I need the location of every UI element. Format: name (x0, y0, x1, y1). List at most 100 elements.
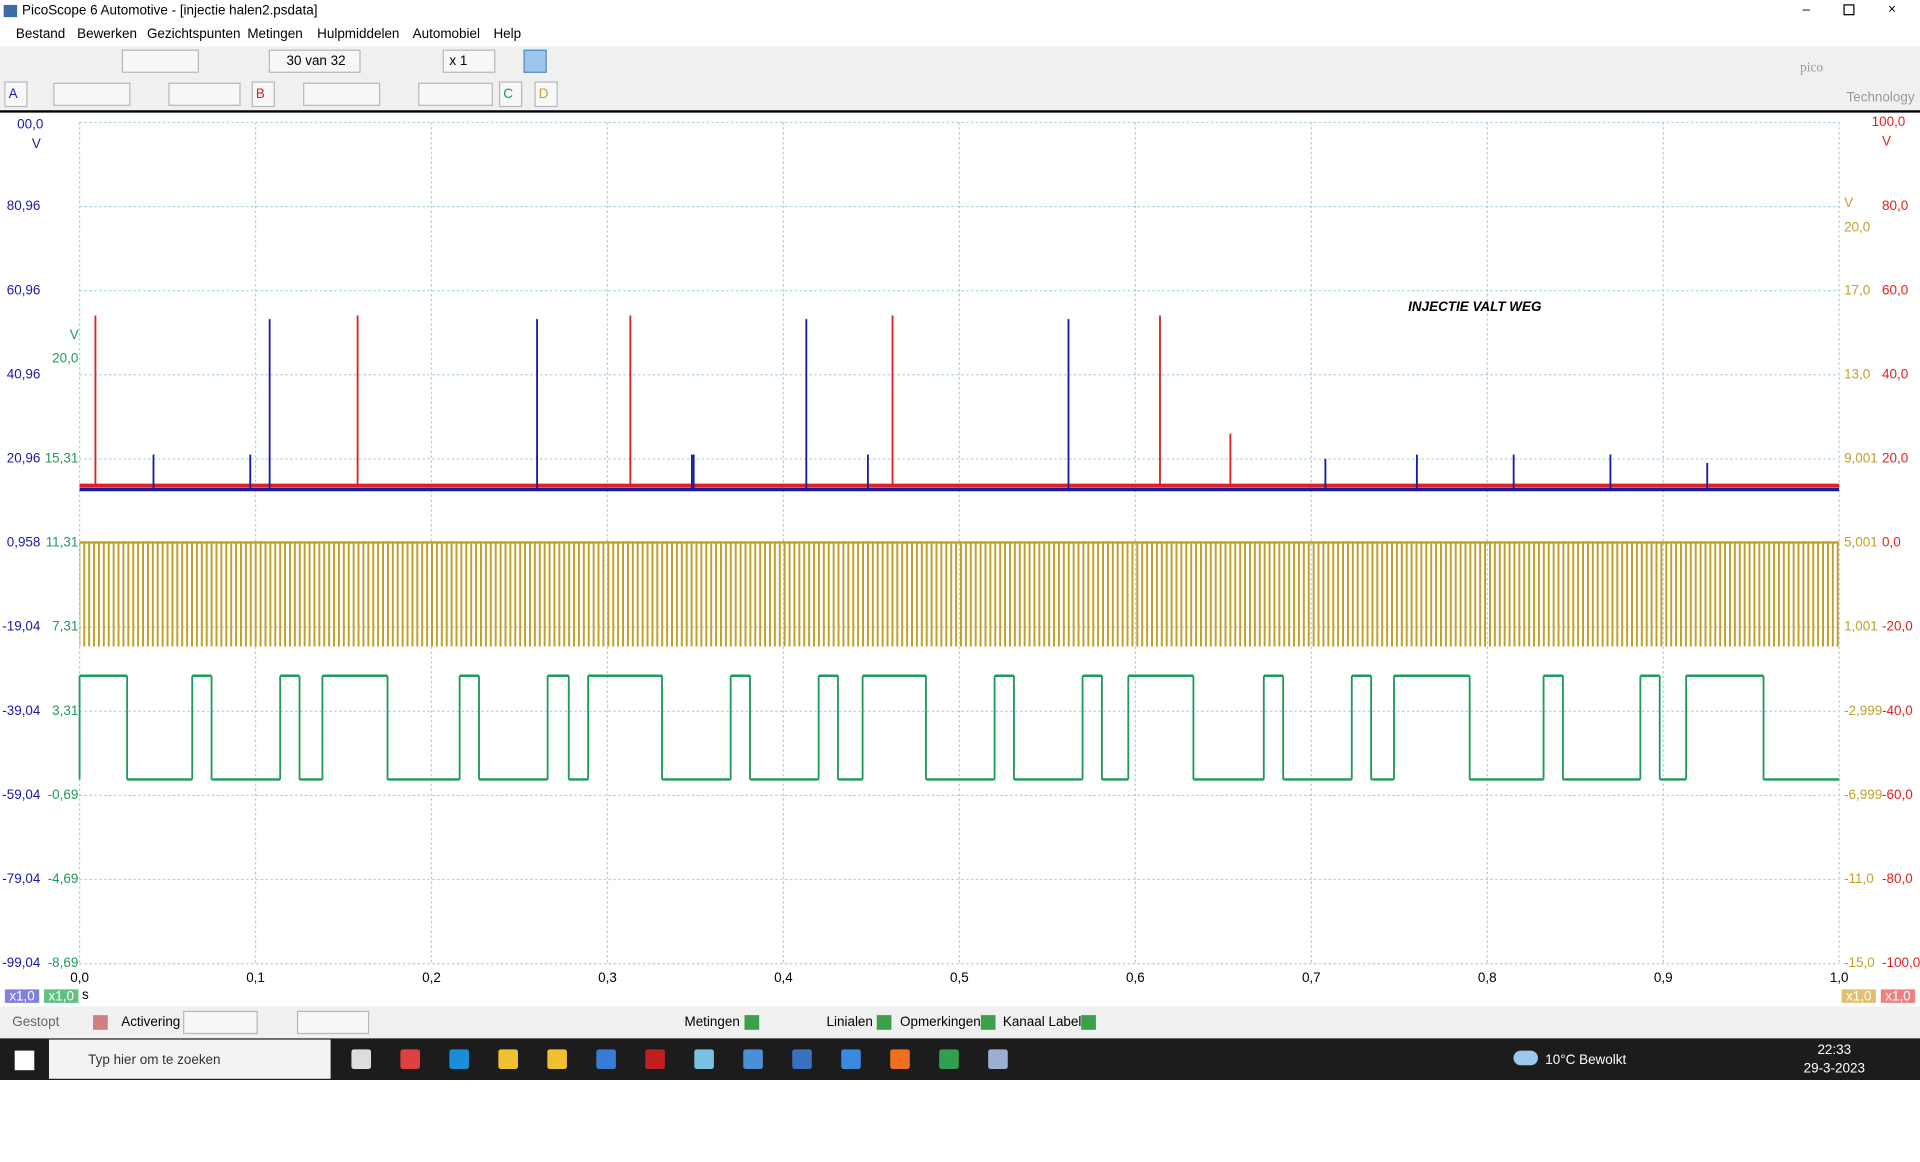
taskbar-icon[interactable] (400, 1049, 420, 1069)
y-tick-label: 20,0 (1882, 451, 1908, 466)
taskbar-icon[interactable] (694, 1049, 714, 1069)
y-tick-label: -99,04 (2, 955, 41, 970)
menu-item[interactable]: Bewerken (77, 26, 137, 41)
y-tick-label: 9,001 (1844, 451, 1878, 466)
menu-item[interactable]: Automobiel (413, 26, 480, 41)
y-tick-label: 3,31 (52, 703, 78, 718)
y-tick-label: 0,0 (1882, 535, 1901, 550)
y-tick-label: -15,0 (1844, 955, 1875, 970)
taskbar-icon[interactable] (792, 1049, 812, 1069)
taskbar-icon[interactable] (841, 1049, 861, 1069)
menu-item[interactable]: Bestand (16, 26, 65, 41)
y-tick-label: -80,0 (1882, 871, 1913, 886)
taskbar-icon[interactable] (939, 1049, 959, 1069)
axis-unit: V (1844, 195, 1853, 210)
taskbar-icon[interactable] (988, 1049, 1008, 1069)
y-tick-label: -19,04 (2, 619, 41, 634)
y-tick-label: -100,0 (1882, 955, 1920, 970)
y-tick-label: 7,31 (52, 619, 78, 634)
y-tick-label: -4,69 (48, 871, 79, 886)
channel-label: B (256, 86, 265, 101)
app-icon (4, 5, 17, 17)
y-tick-label: 13,0 (1844, 366, 1870, 381)
taskbar-icon[interactable] (351, 1049, 371, 1069)
zoom-label: x 1 (449, 53, 467, 68)
y-tick-label: 5,001 (1844, 535, 1878, 550)
y-tick-label: 11,31 (46, 535, 79, 550)
menu-item[interactable]: Metingen (247, 26, 302, 41)
scale-badge-label: x1,0 (1885, 988, 1910, 1003)
rulers-label: Linialen (827, 1014, 873, 1029)
x-tick-label: 0,2 (422, 970, 441, 985)
axis-top: 00,0 (17, 116, 43, 131)
dropdown[interactable] (54, 83, 130, 105)
y-tick-label: -2,999 (1844, 703, 1882, 718)
dropdown[interactable] (304, 83, 380, 105)
toggle[interactable] (744, 1015, 759, 1030)
x-tick-label: 0,9 (1654, 970, 1673, 985)
y-tick-label: -0,69 (48, 787, 79, 802)
annotation: INJECTIE VALT WEG (1408, 299, 1542, 314)
trigger-label: Activering (121, 1014, 180, 1029)
y-tick-label: 15,31 (45, 451, 79, 466)
dropdown[interactable] (298, 1011, 369, 1033)
toggle[interactable] (877, 1015, 892, 1030)
x-unit: s (82, 987, 89, 1002)
x-tick-label: 0,3 (598, 970, 617, 985)
taskbar-icon[interactable] (645, 1049, 665, 1069)
menu-item[interactable]: Hulpmiddelen (317, 26, 399, 41)
y-tick-label: 1,001 (1844, 619, 1878, 634)
clock-date: 29-3-2023 (1804, 1061, 1865, 1076)
y-tick-label: -39,04 (2, 703, 41, 718)
y-tick-label: 60,96 (7, 282, 41, 297)
dropdown[interactable] (122, 50, 198, 72)
y-tick-label: -60,0 (1882, 787, 1913, 802)
x-tick-label: 0,5 (950, 970, 969, 985)
y-tick-label: -8,69 (48, 955, 79, 970)
labels-label: Kanaal Labels (1003, 1014, 1089, 1029)
x-tick-label: 0,0 (70, 970, 89, 985)
taskbar-icon[interactable] (743, 1049, 763, 1069)
taskbar-icon[interactable] (890, 1049, 910, 1069)
y-tick-label: 40,0 (1882, 366, 1908, 381)
minimize[interactable]: – (1802, 1, 1810, 16)
menu-item[interactable]: Help (493, 26, 521, 41)
toggle[interactable] (1081, 1015, 1096, 1030)
logo: pico (1800, 60, 1823, 75)
x-tick-label: 0,6 (1126, 970, 1145, 985)
y-tick-label: -6,999 (1844, 787, 1882, 802)
dropdown[interactable] (169, 83, 240, 105)
start-button[interactable] (15, 1051, 35, 1071)
menu-item[interactable]: Gezichtspunten (147, 26, 240, 41)
channel-label: D (539, 86, 549, 101)
dropdown[interactable] (419, 83, 492, 105)
status-state: Gestopt (12, 1014, 59, 1029)
select-tool[interactable] (524, 50, 546, 72)
stop-button[interactable] (93, 1015, 108, 1030)
y-tick-label: -11,0 (1844, 871, 1874, 886)
x-tick-label: 0,4 (774, 970, 793, 985)
toggle[interactable] (981, 1015, 996, 1030)
taskbar-icon[interactable] (596, 1049, 616, 1069)
clock-time: 22:33 (1817, 1042, 1851, 1057)
axis-top: 100,0 (1872, 114, 1906, 129)
channel-label: A (9, 86, 18, 101)
trigger-mode[interactable] (184, 1011, 257, 1033)
y-tick-label: 17,0 (1844, 282, 1870, 297)
buffer-label: 30 van 32 (287, 53, 346, 68)
close[interactable]: × (1888, 1, 1896, 16)
y-tick-label: 80,0 (1882, 198, 1908, 213)
axis-unit: V (1882, 134, 1891, 149)
y-tick-label: 40,96 (7, 366, 41, 381)
taskbar-icon[interactable] (449, 1049, 469, 1069)
window-title: PicoScope 6 Automotive - [injectie halen… (22, 3, 317, 18)
axis-top: 20,0 (1844, 219, 1870, 234)
y-tick-label: 20,96 (7, 451, 41, 466)
taskbar-icon[interactable] (547, 1049, 567, 1069)
taskbar-icon[interactable] (498, 1049, 518, 1069)
notes-label: Opmerkingen (900, 1014, 981, 1029)
channel-label: C (503, 86, 513, 101)
x-tick-label: 0,8 (1478, 970, 1497, 985)
